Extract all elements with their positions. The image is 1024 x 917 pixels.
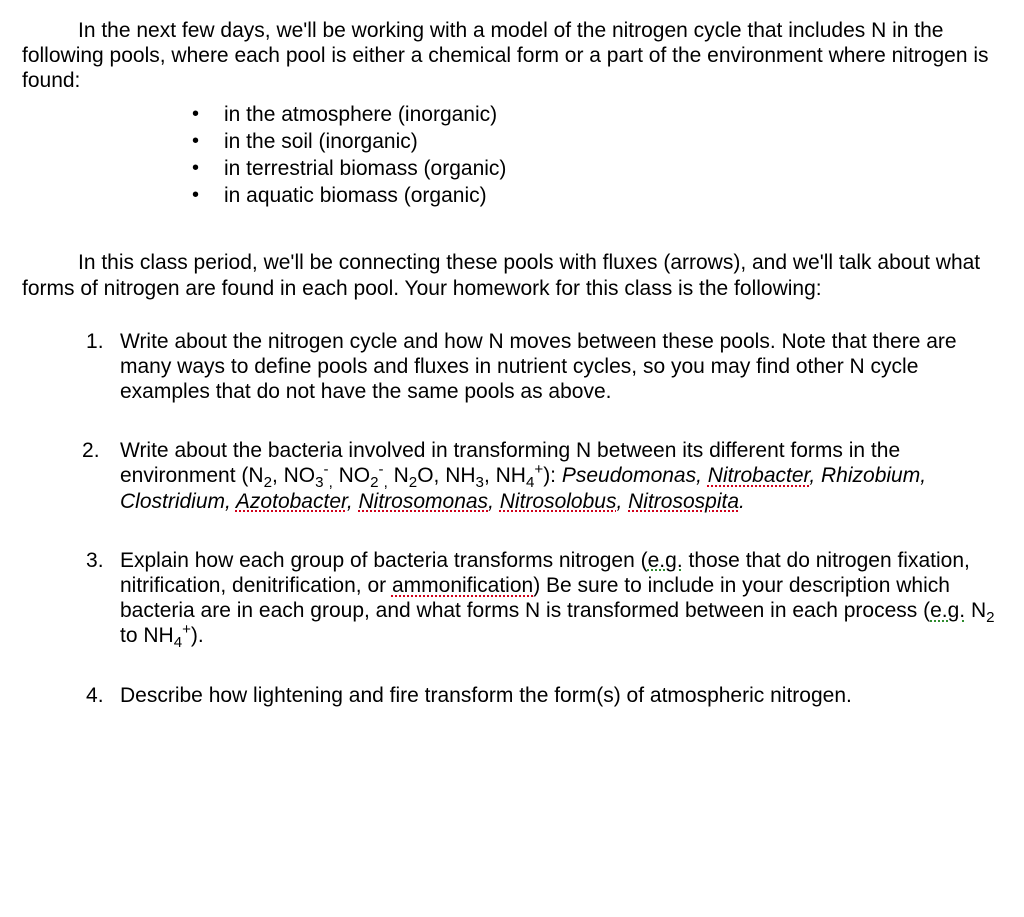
tasks-list: Write about the nitrogen cycle and how N… [22,329,1002,708]
task-text: Write about the nitrogen cycle and how N… [120,330,957,403]
task-item-1: Write about the nitrogen cycle and how N… [22,329,1002,405]
bacterium-nitrosospita: Nitrosospita [628,490,739,513]
pool-item: in terrestrial biomass (organic) [22,156,1002,181]
eg-abbrev: e.g. [930,599,965,622]
pools-list: in the atmosphere (inorganic) in the soi… [22,102,1002,209]
bacterium-azotobacter: Azotobacter [236,490,347,513]
task-text: Explain how each group of bacteria trans… [120,549,648,572]
task-text: Describe how lightening and fire transfo… [120,684,852,707]
bacterium-nitrosomonas: Nitrosomonas [359,490,489,513]
bacterium-pseudomonas: Pseudomonas [562,464,696,487]
task-item-4: Describe how lightening and fire transfo… [22,683,1002,708]
task-item-3: Explain how each group of bacteria trans… [22,548,1002,649]
connect-paragraph: In this class period, we'll be connectin… [22,250,1002,300]
task-text: ): [543,464,562,487]
pool-item: in the atmosphere (inorganic) [22,102,1002,127]
intro-paragraph: In the next few days, we'll be working w… [22,18,1002,94]
bacterium-nitrobacter: Nitrobacter [708,464,810,487]
task-text: N [965,599,986,622]
bacterium-clostridium: Clostridium [120,490,225,513]
task-item-2: Write about the bacteria involved in tra… [22,438,1002,514]
eg-abbrev: e.g. [648,549,683,572]
pool-item: in aquatic biomass (organic) [22,183,1002,208]
ammonification-word: ammonification [392,574,533,597]
bacterium-rhizobium: Rhizobium [821,464,920,487]
pool-item: in the soil (inorganic) [22,129,1002,154]
bacterium-nitrosolobus: Nitrosolobus [500,490,617,513]
task-text: ). [191,624,204,647]
task-text: to NH [120,624,174,647]
